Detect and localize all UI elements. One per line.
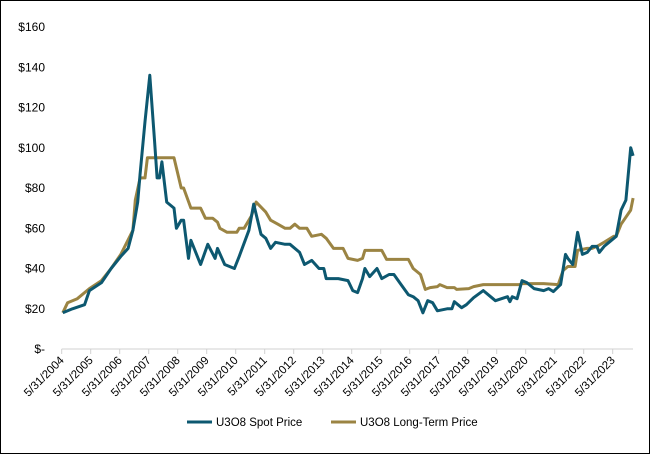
x-axis: 5/31/20045/31/20055/31/20065/31/20075/31… (22, 348, 633, 399)
y-tick-label: $- (34, 342, 45, 356)
legend-label-spot: U3O8 Spot Price (216, 417, 302, 429)
y-tick-label: $140 (18, 60, 45, 74)
legend: U3O8 Spot Price U3O8 Long-Term Price (187, 417, 478, 429)
y-tick-label: $100 (18, 141, 45, 155)
y-tick-label: $120 (18, 101, 45, 115)
y-tick-label: $160 (18, 20, 45, 34)
legend-label-long-term: U3O8 Long-Term Price (360, 417, 478, 429)
series-lines (61, 73, 635, 315)
series-line-long-term-price (61, 156, 635, 314)
y-tick-label: $60 (25, 221, 45, 235)
y-tick-label: $40 (25, 262, 45, 276)
y-tick-label: $20 (25, 302, 45, 316)
y-axis: $- $20 $40 $60 $80 $100 $120 $140 $160 (18, 20, 45, 356)
series-line-spot-price (62, 73, 635, 315)
y-tick-label: $80 (25, 181, 45, 195)
